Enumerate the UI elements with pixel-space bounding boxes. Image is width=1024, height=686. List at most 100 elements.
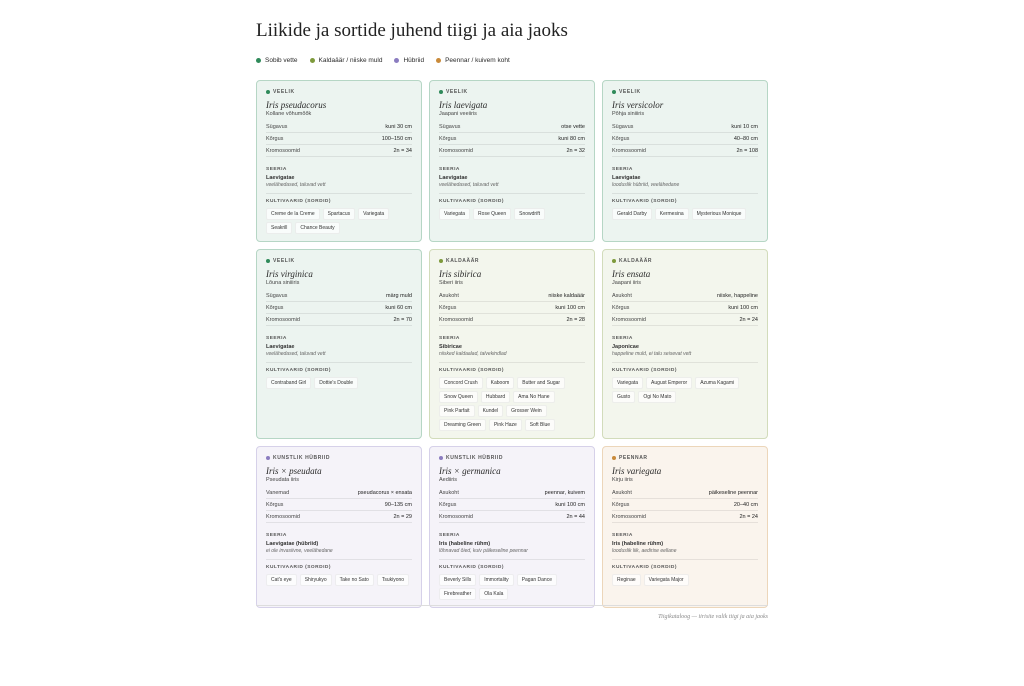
series-label: SEERIA — [439, 533, 460, 538]
tag-dot — [439, 90, 443, 94]
info-row: Kromosoomid 2n = 24 — [612, 511, 758, 523]
series-name: Laevigatae — [612, 175, 641, 181]
tag-dot — [439, 259, 443, 263]
row-label: Kõrgus — [266, 501, 284, 508]
row-label: Kõrgus — [612, 304, 630, 311]
row-label: Kromosoomid — [266, 316, 300, 323]
row-label: Sügavus — [266, 292, 288, 299]
cultivar-chip: Rose Queen — [473, 208, 512, 220]
card-tag: VEELIK — [439, 88, 585, 96]
info-row: Kõrgus kuni 100 cm — [612, 302, 758, 314]
cultivar-chip: Soft Blue — [524, 419, 556, 431]
row-value: kuni 100 cm — [555, 304, 585, 311]
row-value: kuni 100 cm — [728, 304, 758, 311]
cultivar-list: Variegata Rose Queen Snowdrift — [439, 208, 585, 220]
legend-dot — [394, 58, 400, 63]
info-row: Kromosoomid 2n = 44 — [439, 511, 585, 523]
info-row: Kõrgus 40–80 cm — [612, 133, 758, 145]
cultivar-chip: Firebreather — [439, 588, 477, 600]
series-name: Japonicae — [612, 344, 639, 350]
row-value: 40–80 cm — [733, 135, 758, 142]
row-label: Sügavus — [266, 123, 288, 130]
cultivar-chip: Chance Beauty — [295, 222, 340, 234]
card: KALDAÄÄR Iris ensata Jaapani iiris Asukoht n… — [602, 249, 768, 439]
row-label: Vanemad — [266, 489, 290, 496]
common-name: Jaapani iiris — [612, 280, 642, 286]
card: KUNSTLIK HÜBRIID Iris × germanica Aediiris… — [429, 446, 595, 608]
card: VEELIK Iris laevigata Jaapani veeiiris Süga… — [429, 80, 595, 242]
info-row: Kõrgus 100–150 cm — [266, 133, 412, 145]
cultivar-list: Gerald Darby Kermesina Mysterious Monique — [612, 208, 758, 220]
row-value: 100–150 cm — [381, 135, 412, 142]
series-note: lõhnavad õied, kuiv päikeseline peennar — [439, 548, 585, 560]
card-tag: KALDAÄÄR — [439, 257, 585, 265]
legend: Sobib vette Kaldaäär / niiske muld Hübriid… — [256, 57, 510, 64]
card-tag: VEELIK — [266, 257, 412, 265]
tag-label: KUNSTLIK HÜBRIID — [446, 455, 504, 461]
row-label: Kromosoomid — [612, 316, 646, 323]
species-name: Iris pseudacorus — [266, 100, 327, 110]
series-label: SEERIA — [266, 533, 287, 538]
cultivar-list: Reginae Variegata Major — [612, 574, 758, 586]
legend-label: Sobib vette — [265, 57, 298, 64]
cultivar-chip: Snowdrift — [514, 208, 545, 220]
species-name: Iris versicolor — [612, 100, 664, 110]
info-row: Kõrgus 90–135 cm — [266, 499, 412, 511]
cultivars-label: KULTIVAARID (SORDID) — [266, 565, 331, 570]
common-name: Aediiris — [439, 477, 458, 483]
row-value: 2n = 29 — [393, 513, 412, 520]
cultivars-label: KULTIVAARID (SORDID) — [612, 368, 677, 373]
cultivar-chip: Immortality — [479, 574, 514, 586]
cultivars-label: KULTIVAARID (SORDID) — [612, 565, 677, 570]
row-value: 2n = 108 — [736, 147, 758, 154]
footer: Tiigikataloog — iirisite valik tiigi ja … — [658, 614, 768, 620]
tag-dot — [266, 90, 270, 94]
row-label: Kõrgus — [439, 501, 457, 508]
row-label: Kromosoomid — [266, 147, 300, 154]
cultivar-chip: Kundel — [477, 405, 504, 417]
page-title: Liikide ja sortide juhend tiigi ja aia j… — [256, 20, 568, 41]
species-name: Iris × germanica — [439, 466, 501, 476]
cultivar-chip: Pink Haze — [488, 419, 522, 431]
species-name: Iris ensata — [612, 269, 651, 279]
info-row: Kõrgus kuni 80 cm — [439, 133, 585, 145]
common-name: Lõuna siniiiris — [266, 280, 300, 286]
row-value: 2n = 32 — [566, 147, 585, 154]
info-row: Sügavus kuni 10 cm — [612, 121, 758, 133]
cultivars-label: KULTIVAARID (SORDID) — [439, 368, 504, 373]
common-name: Kollane võhumõõk — [266, 111, 312, 117]
card: PEENNAR Iris variegata Kirju iiris Asukoht p… — [602, 446, 768, 608]
legend-dot — [309, 58, 315, 63]
cultivar-chip: Creme de la Creme — [266, 208, 320, 220]
row-value: 2n = 24 — [739, 513, 758, 520]
series-note: happeline muld, ei talu seisevat vett — [612, 351, 758, 363]
row-label: Kromosoomid — [266, 513, 300, 520]
cultivar-chip: Snow Queen — [439, 391, 478, 403]
series-note: ei ole invasiivne, veelähedane — [266, 548, 412, 560]
info-row: Kromosoomid 2n = 32 — [439, 145, 585, 157]
row-value: 20–40 cm — [733, 501, 758, 508]
cultivar-chip: Shiryukyo — [299, 574, 332, 586]
common-name: Kirju iiris — [612, 477, 633, 483]
cultivar-chip: Variegata Major — [643, 574, 689, 586]
tag-label: KUNSTLIK HÜBRIID — [273, 455, 331, 461]
cultivar-chip: Kaboom — [485, 377, 515, 389]
series-label: SEERIA — [439, 336, 460, 341]
row-value: päikeseline peennar — [708, 489, 758, 496]
cultivar-chip: Seakrill — [266, 222, 293, 234]
row-label: Kõrgus — [439, 135, 457, 142]
series-label: SEERIA — [612, 533, 633, 538]
tag-dot — [439, 456, 443, 460]
info-row: Asukoht päikeseline peennar — [612, 487, 758, 499]
cultivar-chip: Dreaming Green — [439, 419, 486, 431]
cultivar-chip: Variegata — [439, 208, 471, 220]
cultivar-chip: Mysterious Monique — [691, 208, 747, 220]
row-value: kuni 30 cm — [385, 123, 412, 130]
series-name: Laevigatae — [266, 175, 295, 181]
series-name: Iris (habeline rühm) — [612, 541, 664, 547]
tag-dot — [266, 259, 270, 263]
cultivar-list: Variegata August Emperor Azuma Kagami Gusto… — [612, 377, 758, 403]
cultivars-label: KULTIVAARID (SORDID) — [612, 199, 677, 204]
row-label: Asukoht — [612, 292, 632, 299]
